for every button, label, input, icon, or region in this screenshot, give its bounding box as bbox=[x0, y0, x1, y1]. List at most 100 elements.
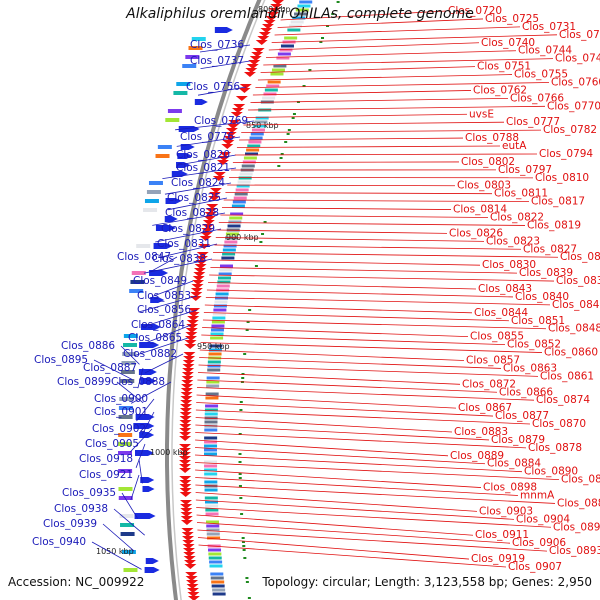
cog-color-block bbox=[208, 552, 222, 556]
right-gene-label: uvsE bbox=[469, 108, 494, 120]
forward-gene-arrow bbox=[255, 40, 268, 45]
gc-content-tick bbox=[248, 309, 252, 311]
right-gene-label: Clos_0814 bbox=[453, 204, 507, 216]
genome-backbone bbox=[165, 0, 262, 600]
left-gene-label: Clos_0853 bbox=[137, 290, 191, 302]
right-leader-line bbox=[277, 18, 484, 28]
gc-content-tick bbox=[246, 321, 250, 323]
right-gene-label: Clos_0878 bbox=[528, 442, 582, 454]
right-leader-line bbox=[195, 439, 449, 457]
right-leader-line bbox=[195, 409, 531, 425]
forward-gene-arrow bbox=[179, 488, 192, 493]
right-leader-line bbox=[195, 417, 453, 433]
forward-gene-arrow bbox=[179, 464, 192, 469]
reverse-gene-arrow bbox=[135, 450, 155, 456]
cog-color-block bbox=[210, 576, 224, 580]
cog-color-block bbox=[299, 0, 313, 4]
forward-gene-arrow bbox=[265, 16, 278, 21]
left-leader-line bbox=[120, 345, 140, 365]
forward-gene-arrow bbox=[183, 356, 196, 361]
cog-color-block bbox=[167, 109, 182, 113]
right-leader-line bbox=[257, 74, 513, 81]
cog-color-block bbox=[206, 384, 220, 388]
right-gene-label: Clos_0803 bbox=[457, 180, 511, 192]
left-leader-line bbox=[141, 411, 155, 435]
cog-color-block bbox=[213, 308, 227, 312]
cog-color-block bbox=[204, 448, 218, 452]
cog-color-block bbox=[131, 271, 146, 275]
cog-color-block bbox=[182, 64, 197, 68]
left-leader-line bbox=[142, 309, 198, 327]
cog-color-block bbox=[218, 272, 232, 276]
gc-content-tick bbox=[326, 25, 330, 27]
gc-content-tick bbox=[238, 453, 242, 455]
left-leader-line bbox=[136, 398, 155, 422]
cog-color-block bbox=[210, 328, 224, 332]
forward-gene-arrow bbox=[209, 188, 222, 193]
forward-gene-arrow bbox=[193, 272, 206, 277]
right-gene-label: Clos_0843 bbox=[478, 283, 532, 295]
forward-gene-arrow bbox=[181, 384, 194, 389]
cog-color-block bbox=[191, 37, 206, 41]
gc-content-tick bbox=[291, 117, 295, 119]
reverse-gene-arrow bbox=[144, 567, 160, 573]
cog-color-block bbox=[205, 392, 219, 396]
reverse-gene-arrow bbox=[177, 153, 193, 159]
reverse-gene-arrow bbox=[133, 423, 155, 429]
left-gene-label: Clos_0935 bbox=[62, 487, 116, 499]
right-gene-label: Clos_0877 bbox=[495, 410, 549, 422]
right-leader-line bbox=[195, 477, 519, 496]
reverse-gene-arrow bbox=[150, 297, 165, 303]
cog-color-block bbox=[287, 28, 301, 32]
left-gene-label: Clos_0831 bbox=[157, 238, 211, 250]
forward-gene-arrow bbox=[195, 260, 208, 265]
gc-content-tick bbox=[277, 165, 281, 167]
forward-gene-arrow bbox=[227, 124, 240, 129]
left-gene-label: Clos_0900 bbox=[94, 393, 148, 405]
cog-color-block bbox=[292, 16, 306, 20]
cog-color-block bbox=[208, 352, 222, 356]
right-gene-label: Clos_0802 bbox=[461, 156, 515, 168]
forward-gene-arrow bbox=[186, 580, 199, 585]
reverse-gene-arrow bbox=[138, 369, 157, 375]
right-gene-label: Clos_0919 bbox=[471, 553, 525, 565]
right-leader-line bbox=[209, 274, 555, 282]
right-leader-line bbox=[266, 50, 517, 58]
cog-color-block bbox=[204, 496, 218, 500]
right-leader-line bbox=[197, 529, 548, 552]
forward-gene-arrow bbox=[266, 12, 279, 17]
gc-content-tick bbox=[280, 153, 284, 155]
left-leader-line bbox=[164, 182, 232, 195]
right-gene-label: Clos_0866 bbox=[499, 386, 553, 398]
left-gene-label: Clos_0838 bbox=[152, 253, 206, 265]
left-leader-line bbox=[199, 44, 251, 53]
forward-gene-arrow bbox=[224, 132, 237, 137]
cog-color-block bbox=[211, 320, 225, 324]
forward-gene-arrow bbox=[231, 108, 244, 113]
right-gene-label: Clos_0794 bbox=[539, 148, 593, 160]
forward-gene-arrow bbox=[187, 592, 200, 597]
right-leader-line bbox=[195, 492, 478, 512]
right-leader-line bbox=[260, 66, 476, 73]
forward-gene-arrow bbox=[184, 340, 197, 345]
forward-gene-arrow bbox=[262, 24, 275, 29]
right-leader-line bbox=[197, 537, 470, 560]
forward-gene-arrow bbox=[243, 72, 256, 77]
right-leader-line bbox=[211, 259, 481, 266]
cog-color-block bbox=[176, 82, 191, 86]
forward-gene-arrow bbox=[238, 88, 251, 93]
accession-text: Accession: NC_009922 bbox=[8, 575, 145, 589]
cog-color-block bbox=[284, 36, 298, 40]
right-gene-label: Clos_0748 bbox=[555, 53, 600, 65]
left-leader-line bbox=[135, 443, 146, 468]
gc-content-tick bbox=[238, 433, 242, 435]
gc-content-tick bbox=[241, 537, 245, 539]
left-gene-label: Clos_0821 bbox=[176, 162, 230, 174]
cog-color-block bbox=[247, 144, 261, 148]
cog-color-block bbox=[204, 420, 218, 424]
right-gene-label: Clos_0904 bbox=[516, 513, 570, 525]
left-leader-line bbox=[137, 367, 144, 389]
cog-color-block bbox=[204, 440, 218, 444]
forward-gene-arrow bbox=[179, 408, 192, 413]
